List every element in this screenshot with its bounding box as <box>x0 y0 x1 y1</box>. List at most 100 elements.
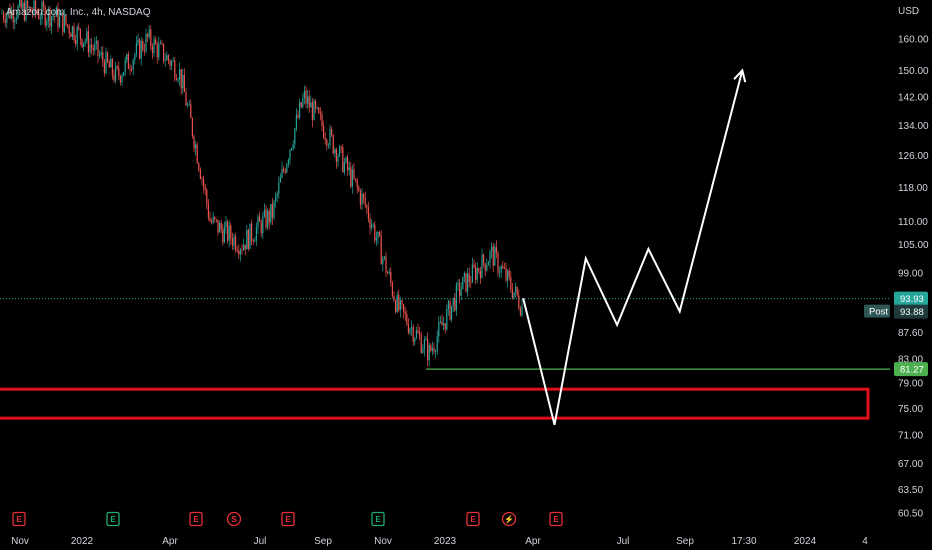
time-axis[interactable]: Nov 2022 Apr Jul Sep Nov 2023 Apr Jul Sep 17:30 202… <box>11 536 868 547</box>
candle-body <box>143 50 145 52</box>
candle-body <box>190 104 192 119</box>
event-marker-label: E <box>110 515 116 524</box>
candle-body <box>390 271 392 283</box>
price-tick-label: 75.00 <box>898 404 923 415</box>
candle-body <box>123 72 125 76</box>
time-tick-label: 2022 <box>71 536 94 547</box>
candle-body <box>107 52 109 62</box>
candle-body <box>11 9 13 19</box>
candle-body <box>396 294 398 312</box>
candle-body <box>356 179 358 188</box>
candle-body <box>116 66 118 68</box>
candle-body <box>311 102 313 121</box>
price-tick-label: 60.50 <box>898 509 923 520</box>
candle-body <box>249 223 251 250</box>
candle-body <box>315 100 317 109</box>
candle-body <box>486 265 488 271</box>
candle-body <box>115 66 117 81</box>
candle-body <box>220 222 222 230</box>
event-marker-news <box>501 511 517 527</box>
candle-body <box>487 262 489 266</box>
post-price-tag: 93.88 <box>900 307 924 318</box>
candle-body <box>427 339 429 361</box>
candle-body <box>358 187 360 191</box>
candle-body <box>28 6 30 8</box>
candle-body <box>36 11 38 14</box>
candle-body <box>110 59 112 68</box>
candle-body <box>52 16 54 17</box>
candle-body <box>127 54 129 69</box>
candle-body <box>350 167 352 187</box>
price-tick-label: 110.00 <box>898 217 928 228</box>
candle-body <box>166 55 168 61</box>
candle-body <box>415 330 417 339</box>
candle-body <box>57 7 59 27</box>
candle-body <box>238 251 240 255</box>
candle-body <box>79 28 81 39</box>
candle-body <box>451 305 453 320</box>
candle-body <box>214 216 216 220</box>
candle-body <box>254 240 256 242</box>
event-marker-earnings <box>549 511 563 527</box>
candle-body <box>287 159 289 165</box>
candle-body <box>204 186 206 190</box>
candle-body <box>483 254 485 264</box>
candle-body <box>172 60 174 62</box>
candle-body <box>129 68 131 70</box>
price-axis[interactable]: USD 160.00 150.00 142.00 134.00 126.00 118.00 1… <box>864 6 929 520</box>
candle-body <box>97 40 99 56</box>
candle-body <box>499 272 501 274</box>
candle-body <box>102 52 104 62</box>
candle-body <box>479 271 481 279</box>
candle-body <box>63 15 65 33</box>
candle-body <box>361 193 363 205</box>
candle-body <box>68 25 70 34</box>
candle-body <box>401 300 403 305</box>
price-tick-label: 71.00 <box>898 431 923 442</box>
event-marker-label: E <box>193 515 199 524</box>
time-tick-label: 2024 <box>794 536 817 547</box>
candle-body <box>268 210 270 223</box>
candle-body <box>404 312 406 315</box>
candle-body <box>167 55 169 61</box>
candle-body <box>510 276 512 290</box>
projection-path <box>522 70 744 426</box>
candle-body <box>100 52 102 56</box>
candle-body <box>212 216 214 223</box>
candle-body <box>17 6 19 19</box>
candle-body <box>132 59 134 70</box>
demand-zone-layer <box>0 387 870 420</box>
candle-body <box>369 218 371 229</box>
candle-body <box>366 205 368 208</box>
candle-body <box>430 345 432 351</box>
candle-body <box>494 246 496 266</box>
price-tick-label: 118.00 <box>898 183 928 194</box>
candle-body <box>447 301 449 310</box>
candle-body <box>367 207 369 219</box>
time-tick-label: 2023 <box>434 536 457 547</box>
candle-body <box>275 196 277 202</box>
candle-body <box>489 251 491 263</box>
candle-body <box>316 107 318 109</box>
event-marker-earnings <box>189 511 203 527</box>
price-tick-label: 142.00 <box>898 93 929 104</box>
event-marker-label: E <box>470 515 476 524</box>
candle-body <box>462 277 464 290</box>
chart-title: Amazon.com, Inc., 4h, NASDAQ <box>6 7 151 18</box>
candle-body <box>78 27 80 29</box>
candle-body <box>163 43 165 62</box>
candle-body <box>443 323 445 326</box>
candle-body <box>279 177 281 183</box>
candle-body <box>423 340 425 350</box>
candle-body <box>270 203 272 223</box>
price-tick-label: 79.00 <box>898 378 923 389</box>
candle-body <box>87 31 89 53</box>
candle-body <box>342 147 344 173</box>
candle-body <box>182 75 184 89</box>
candle-body <box>201 178 203 180</box>
event-marker-label: E <box>553 515 559 524</box>
candle-body <box>228 225 230 241</box>
candle-body <box>455 284 457 311</box>
candle-body <box>49 8 51 27</box>
